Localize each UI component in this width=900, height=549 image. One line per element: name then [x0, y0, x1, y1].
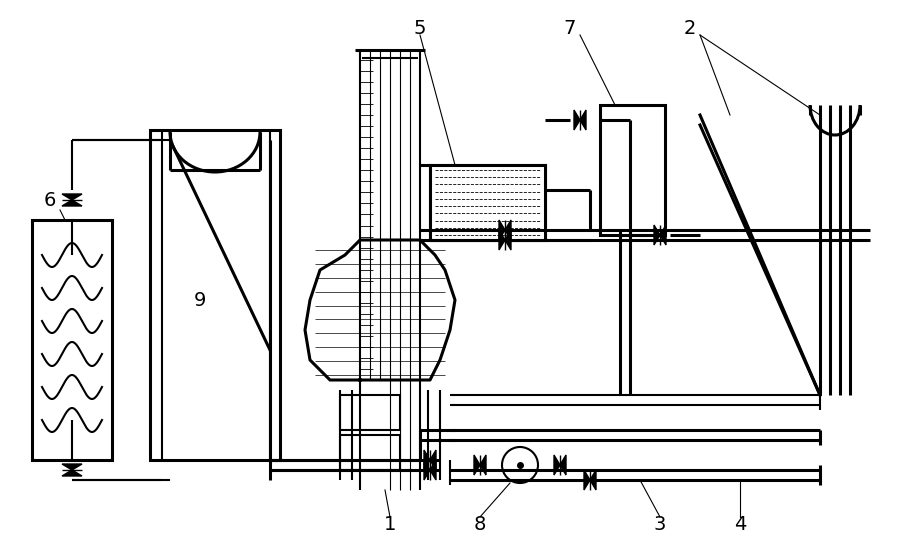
Text: 2: 2	[684, 19, 697, 37]
Polygon shape	[430, 450, 436, 470]
Text: 9: 9	[194, 290, 206, 310]
Polygon shape	[305, 240, 455, 380]
Polygon shape	[480, 455, 486, 475]
Text: 3: 3	[653, 516, 666, 535]
Polygon shape	[499, 220, 505, 240]
Polygon shape	[654, 225, 660, 245]
Polygon shape	[499, 230, 505, 250]
Polygon shape	[62, 200, 82, 206]
Polygon shape	[62, 470, 82, 476]
Polygon shape	[590, 470, 596, 490]
Polygon shape	[474, 455, 480, 475]
Text: 8: 8	[473, 516, 486, 535]
Polygon shape	[62, 464, 82, 470]
Polygon shape	[560, 455, 566, 475]
Polygon shape	[574, 110, 580, 130]
Bar	[600, 105, 665, 235]
Bar	[340, 435, 400, 470]
Polygon shape	[424, 460, 430, 480]
Bar	[32, 220, 112, 460]
Polygon shape	[584, 470, 590, 490]
Polygon shape	[505, 230, 511, 250]
Text: 7: 7	[563, 19, 576, 37]
Polygon shape	[554, 455, 560, 475]
Polygon shape	[580, 110, 586, 130]
Text: 5: 5	[414, 19, 427, 37]
Polygon shape	[62, 194, 82, 200]
Text: 6: 6	[44, 191, 56, 210]
Bar	[150, 130, 280, 460]
Polygon shape	[660, 225, 666, 245]
Polygon shape	[505, 220, 511, 240]
Bar	[430, 165, 545, 240]
Text: 4: 4	[734, 516, 746, 535]
Polygon shape	[430, 460, 436, 480]
Polygon shape	[424, 450, 430, 470]
Bar	[340, 395, 400, 430]
Bar	[430, 165, 545, 240]
Text: 1: 1	[383, 516, 396, 535]
